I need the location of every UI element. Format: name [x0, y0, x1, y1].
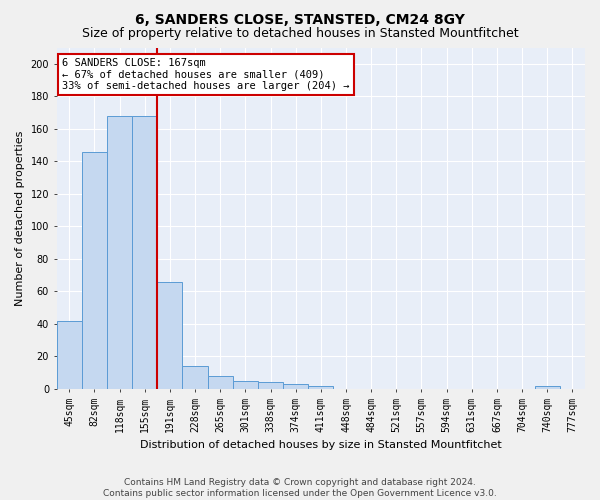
Bar [56, 320, 82, 389]
Bar [182, 366, 208, 389]
Bar [233, 380, 258, 389]
Bar [157, 282, 182, 389]
Text: Contains HM Land Registry data © Crown copyright and database right 2024.
Contai: Contains HM Land Registry data © Crown c… [103, 478, 497, 498]
Bar [208, 376, 233, 389]
Bar [258, 382, 283, 389]
Y-axis label: Number of detached properties: Number of detached properties [15, 130, 25, 306]
Bar [283, 384, 308, 389]
Bar [132, 116, 157, 389]
Bar [82, 152, 107, 389]
Text: 6, SANDERS CLOSE, STANSTED, CM24 8GY: 6, SANDERS CLOSE, STANSTED, CM24 8GY [135, 12, 465, 26]
X-axis label: Distribution of detached houses by size in Stansted Mountfitchet: Distribution of detached houses by size … [140, 440, 502, 450]
Text: 6 SANDERS CLOSE: 167sqm
← 67% of detached houses are smaller (409)
33% of semi-d: 6 SANDERS CLOSE: 167sqm ← 67% of detache… [62, 58, 349, 91]
Bar [107, 116, 132, 389]
Text: Size of property relative to detached houses in Stansted Mountfitchet: Size of property relative to detached ho… [82, 28, 518, 40]
Bar [535, 386, 560, 389]
Bar [308, 386, 334, 389]
